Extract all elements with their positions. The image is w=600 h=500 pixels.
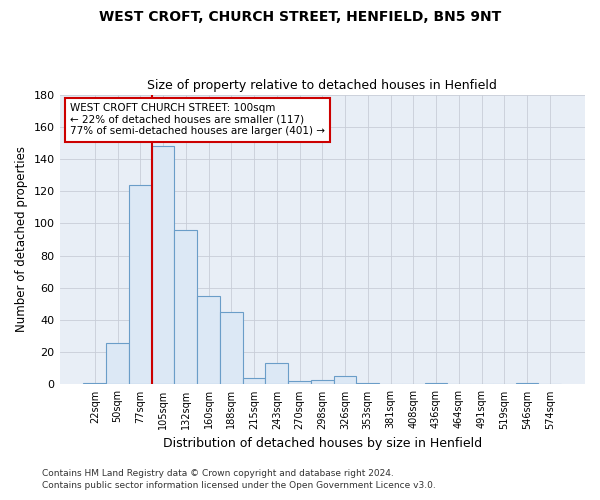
Bar <box>220 312 242 384</box>
Text: WEST CROFT CHURCH STREET: 100sqm
← 22% of detached houses are smaller (117)
77% : WEST CROFT CHURCH STREET: 100sqm ← 22% o… <box>70 104 325 136</box>
Y-axis label: Number of detached properties: Number of detached properties <box>15 146 28 332</box>
Bar <box>175 230 197 384</box>
Bar <box>515 383 538 384</box>
Text: Contains HM Land Registry data © Crown copyright and database right 2024.: Contains HM Land Registry data © Crown c… <box>42 468 394 477</box>
Title: Size of property relative to detached houses in Henfield: Size of property relative to detached ho… <box>148 79 497 92</box>
Bar <box>152 146 175 384</box>
Bar <box>197 296 220 384</box>
Bar <box>311 380 334 384</box>
Bar <box>129 184 152 384</box>
Text: WEST CROFT, CHURCH STREET, HENFIELD, BN5 9NT: WEST CROFT, CHURCH STREET, HENFIELD, BN5… <box>99 10 501 24</box>
Bar <box>288 381 311 384</box>
Bar <box>83 383 106 384</box>
Bar <box>242 378 265 384</box>
Bar <box>356 383 379 384</box>
Bar <box>265 364 288 384</box>
X-axis label: Distribution of detached houses by size in Henfield: Distribution of detached houses by size … <box>163 437 482 450</box>
Bar <box>425 383 448 384</box>
Text: Contains public sector information licensed under the Open Government Licence v3: Contains public sector information licen… <box>42 481 436 490</box>
Bar <box>106 342 129 384</box>
Bar <box>334 376 356 384</box>
